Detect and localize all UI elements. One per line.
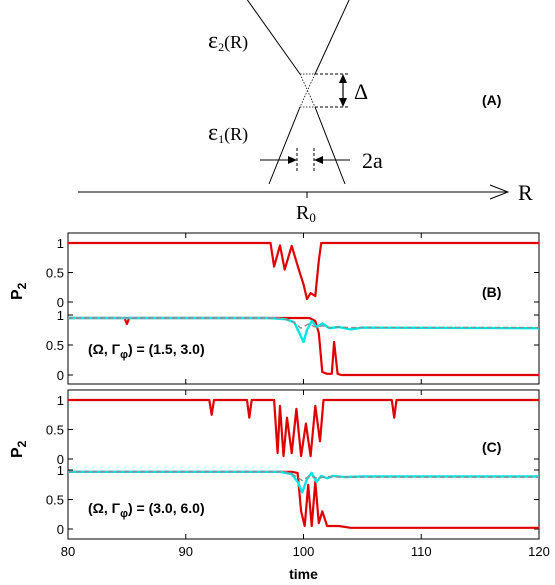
parameter-annotation: (Ω, Γφ) = (1.5, 3.0) [88,341,205,361]
lower-cyan-series [68,470,539,494]
width-label: 2a [362,148,383,173]
width-arrow-right-head [314,156,323,164]
panel-label: (B) [482,284,501,300]
gap-arrow-head-up [339,74,347,83]
gap-arrow-head-down [339,98,347,107]
gap-label: Δ [354,79,368,104]
upper-ytick-label: 1 [57,393,64,408]
lower-gray-dashed-series [68,317,539,329]
xtick-label: 80 [61,544,75,559]
xtick-label: 90 [179,544,193,559]
parameter-annotation: (Ω, Γφ) = (3.0, 6.0) [88,500,205,520]
lower-red-series [68,470,539,529]
width-arrow-left-head [288,156,297,164]
upper-ytick-label: 0 [57,452,64,467]
y-axis-label: P2 [9,282,29,300]
x-axis-label: time [289,566,318,582]
y-axis-label: P2 [9,440,29,458]
panel-label: (C) [482,439,501,455]
lower-cyan-series [68,316,540,344]
crossing-line-2 [314,0,350,75]
panel-a-label: (A) [482,92,501,108]
upper-red-series [68,241,539,301]
upper-red-series [68,398,539,458]
upper-ytick-label: 1 [57,236,64,251]
avoided-crossing-dotted [299,73,316,108]
upper-ytick-label: 0.5 [46,266,64,281]
lower-ytick-label: 0 [57,522,64,537]
lower-ytick-label: 1 [57,463,64,478]
lower-line-2 [314,106,346,185]
r-axis-arrowhead [489,184,510,200]
lower-level-label: ε1(R) [208,120,248,146]
r-axis-label: R [518,180,533,205]
xtick-label: 110 [411,544,432,559]
diagram-panel: Δ 2a R R0 ε2(R) ε1(R) (A) [78,0,533,225]
xtick-label: 100 [293,544,315,559]
lower-ytick-label: 0 [57,368,64,383]
crossing-line-1 [246,0,301,75]
upper-ytick-label: 0.5 [46,423,64,438]
upper-level-label: ε2(R) [208,28,248,54]
lower-line-1 [268,106,301,185]
lower-ytick-label: 1 [57,308,64,323]
r0-label: R0 [296,202,316,225]
plot-frame [67,232,540,385]
lower-ytick-label: 0.5 [46,338,64,353]
xtick-label: 120 [528,544,550,559]
upper-ytick-label: 0 [57,295,64,310]
lower-ytick-label: 0.5 [46,493,64,508]
